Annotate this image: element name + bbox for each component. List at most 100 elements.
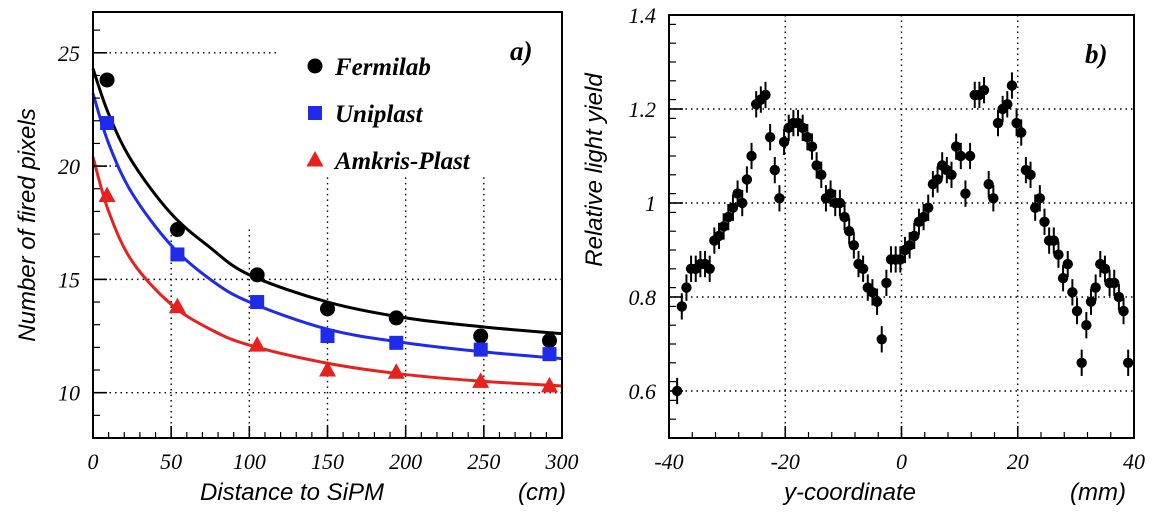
data-point [1071,305,1083,317]
data-point [718,221,729,232]
legend-marker-uniplast [308,106,322,120]
x-tick-label: 0 [88,449,99,474]
data-point [1053,249,1064,260]
data-point [676,301,687,312]
y-tick-label: 10 [58,381,80,406]
panel-b: -40 -20 0 20 40 0.6 0.8 1 1.2 1.4 b) Relative lig… [581,3,1145,506]
legend-label-uniplast: Uniplast [335,101,424,128]
data-point [1113,291,1125,303]
data-point-uniplast [320,329,335,344]
data-point-uniplast [250,295,265,310]
y-tick-label: 1 [645,191,656,216]
legend-label-fermilab: Fermilab [334,54,431,81]
legend-marker-fermilab [307,58,323,74]
data-point [881,277,892,289]
data-point [857,263,869,274]
x-tick-label: 40 [1123,449,1145,474]
y-tick-label: 0.6 [629,379,657,404]
data-point-fermilab [169,222,185,238]
data-point [1039,216,1050,227]
data-point [1016,127,1027,138]
data-point [843,226,855,237]
data-point [1034,193,1046,204]
data-point-uniplast [542,347,557,362]
data-point [681,282,692,293]
data-point [713,230,725,242]
plot-frame-b [668,14,1135,439]
data-point-uniplast [389,335,404,350]
data-point [1076,357,1087,368]
x-tick-label: -40 [654,449,683,474]
data-point [839,211,850,223]
data-point-amkris-plast [472,372,490,388]
y-tick-label: 1.2 [629,97,657,122]
points-b [671,72,1134,405]
fit-curves-a [91,68,563,388]
data-point [960,188,971,199]
data-point [923,202,934,213]
data-point [764,132,776,143]
data-point [1099,263,1111,274]
data-point-fermilab [388,310,404,326]
x-tick-label: 50 [160,449,182,474]
data-point [964,150,976,162]
fit-curve-uniplast [91,93,563,361]
data-point-amkris-plast [98,186,116,203]
data-point [848,240,860,251]
panel-a: 0 50 100 150 200 250 300 10 15 20 25 Fermilab Unipl… [14,11,579,506]
data-point [741,174,753,185]
y-tick-label: 25 [58,41,80,66]
x-tick-label: 150 [311,449,344,474]
data-point [988,193,999,204]
legend-marker-amkris-plast [306,151,324,167]
data-point [1085,296,1097,307]
data-point [983,179,994,190]
data-point [811,160,822,171]
data-point-amkris-plast [319,361,336,377]
grid-a [93,52,562,438]
fit-curve-fermilab [91,68,563,336]
x-tick-label: 200 [389,449,422,474]
data-point [797,122,808,133]
data-point [746,150,757,162]
data-point [1011,117,1022,129]
ticks-a: 0 50 100 150 200 250 300 10 15 20 25 [58,29,579,474]
y-tick-label: 15 [58,267,80,292]
data-point [737,197,748,209]
data-point [992,117,1004,129]
y-axis-label-a: Number of fired pixels [14,108,41,341]
data-point [802,132,813,143]
data-point-amkris-plast [540,376,558,393]
data-point [760,89,771,101]
data-point [955,150,966,162]
x-tick-label: 300 [545,449,579,474]
y-tick-label: 0.8 [629,285,657,310]
data-point [1081,320,1092,331]
data-point [769,164,780,176]
data-point [1048,235,1059,246]
data-point-uniplast [170,247,185,262]
panel-label-b: b) [1085,39,1108,69]
data-point-amkris-plast [387,363,405,379]
data-point [950,141,962,152]
data-point [806,141,818,152]
fit-curve-amkris-plast [91,156,563,388]
data-point-amkris-plast [248,336,266,352]
data-point [704,263,715,274]
data-point-fermilab [99,72,115,88]
data-point [774,193,785,204]
data-point [946,169,957,180]
data-point-uniplast [473,342,488,357]
x-tick-label: 0 [896,449,907,474]
data-point [1057,273,1069,284]
x-tick-label: 20 [1007,449,1029,474]
legend-label-amkris-plast: Amkris-Plast [333,148,471,175]
data-point [825,188,836,199]
x-axis-label-b: y-coordinate [782,479,916,506]
data-point [871,296,883,307]
x-axis-label-a: Distance to SiPM [200,479,384,506]
data-point [1118,305,1129,317]
y-axis-label-b: Relative light yield [581,73,608,267]
points-a [98,72,558,393]
data-point-amkris-plast [168,297,186,314]
